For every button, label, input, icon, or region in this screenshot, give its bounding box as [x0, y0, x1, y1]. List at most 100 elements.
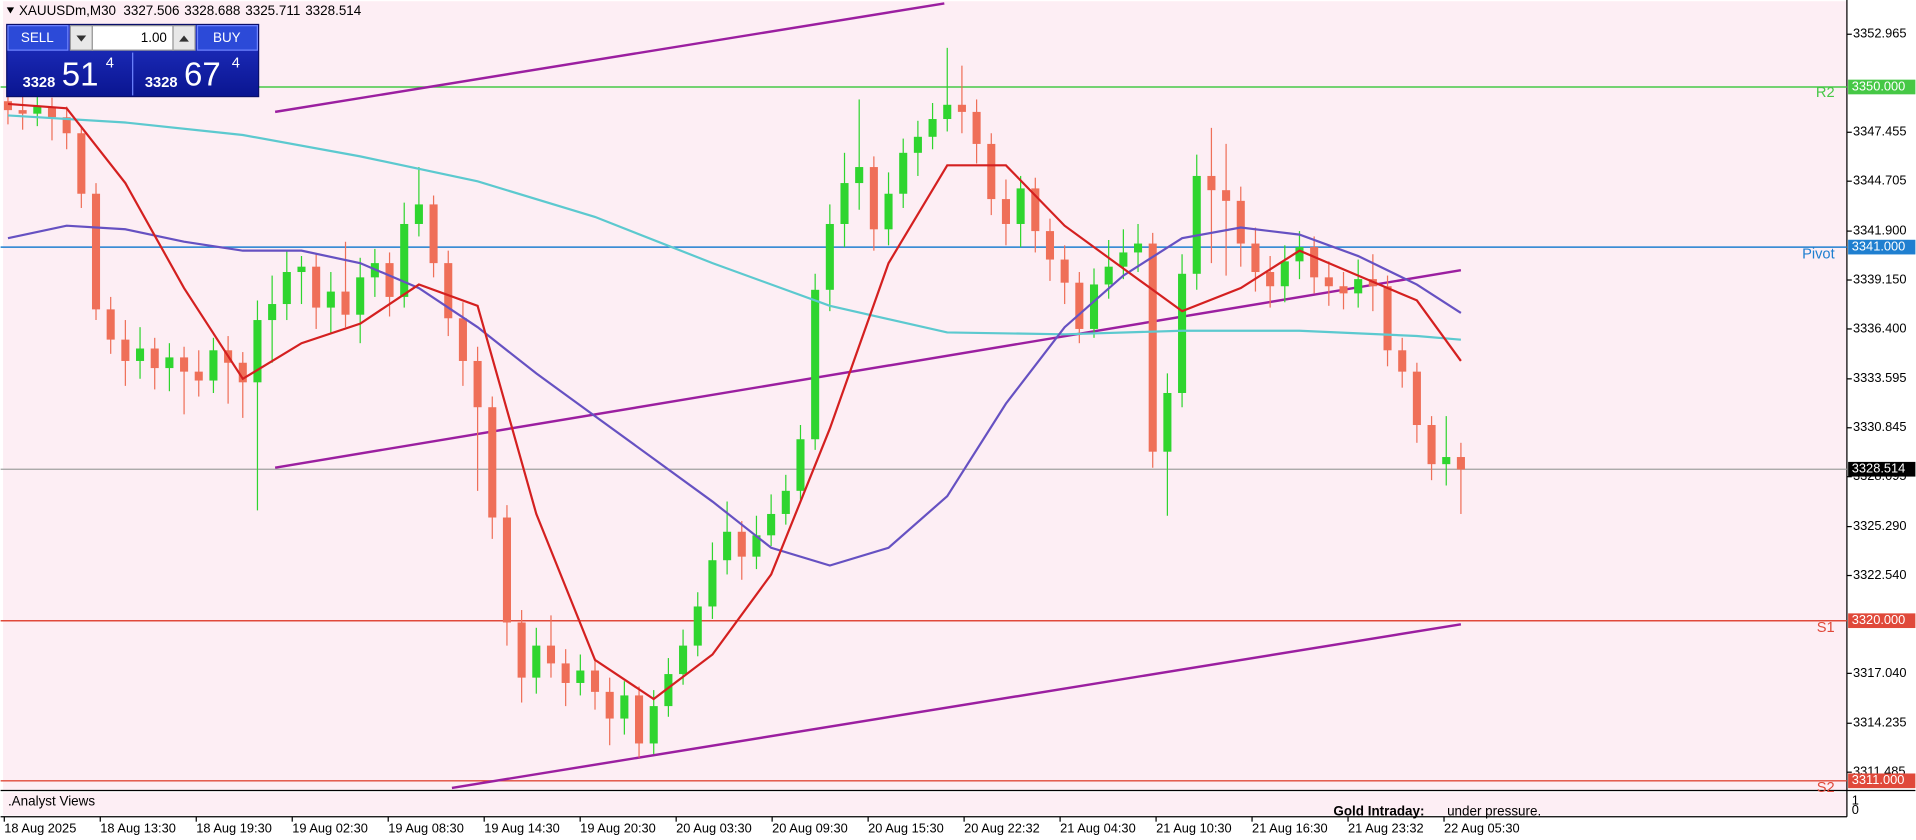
candle-body	[840, 183, 849, 224]
x-tick-label: 20 Aug 03:30	[676, 820, 752, 835]
level-box	[1848, 773, 1916, 789]
x-tick-label: 21 Aug 23:32	[1348, 820, 1424, 835]
candle-body	[635, 695, 644, 744]
candle-body	[1427, 425, 1436, 465]
x-tick-label: 19 Aug 02:30	[292, 820, 368, 835]
ma-line	[7, 114, 1461, 341]
candle-body	[664, 674, 673, 707]
candle-body	[1045, 231, 1055, 260]
candle-body	[649, 706, 658, 744]
candle-body	[1324, 277, 1333, 287]
candle-body	[1148, 243, 1157, 452]
candle-body	[679, 645, 688, 675]
level-box	[1848, 239, 1916, 255]
candle-body	[1442, 457, 1451, 465]
quote: 3328.688	[184, 3, 240, 18]
candle-body	[987, 143, 996, 200]
candle-body	[1383, 286, 1392, 351]
ma-line	[7, 224, 1462, 567]
candle-body	[972, 111, 981, 144]
candle-body	[767, 513, 776, 536]
x-tick-label: 22 Aug 05:30	[1444, 820, 1520, 835]
lot-input[interactable]	[91, 25, 174, 51]
sell-label[interactable]: SELL	[21, 30, 54, 45]
channel-line	[274, 269, 1462, 469]
channel-line	[274, 2, 945, 114]
candle-body	[928, 119, 937, 137]
candle-body	[1456, 457, 1465, 470]
x-tick-label: 21 Aug 10:30	[1156, 820, 1232, 835]
candle-body	[913, 136, 922, 153]
indicator-text: Gold Intraday:	[1333, 803, 1424, 818]
candle-body	[1104, 266, 1113, 285]
candle-body	[884, 193, 893, 230]
y-tick-label: 3344.705	[1853, 173, 1907, 188]
candle-body	[1163, 392, 1172, 452]
candle-body	[444, 263, 453, 319]
quote: 3327.506	[123, 3, 179, 18]
level-box	[1848, 613, 1916, 629]
candle-body	[458, 318, 467, 361]
candle-body	[1192, 175, 1201, 274]
plot: R2 Pivot S1 S2	[0, 2, 1847, 796]
bid-pips[interactable]: 51	[62, 56, 99, 93]
candle-body	[1266, 272, 1275, 287]
buy-label[interactable]: BUY	[213, 30, 241, 45]
candle-body	[855, 167, 864, 184]
candle-body	[91, 193, 101, 310]
candle-body	[282, 272, 291, 305]
sell-button[interactable]	[7, 25, 69, 51]
ask-pips[interactable]: 67	[184, 56, 221, 93]
x-tick-label: 19 Aug 20:30	[580, 820, 656, 835]
y-tick-label: 3325.290	[1853, 518, 1907, 533]
candle-body	[752, 535, 761, 557]
ma-line	[7, 102, 1462, 701]
candle-body	[561, 663, 570, 683]
plot-background	[3, 1, 1847, 790]
candle-body	[385, 263, 394, 297]
bid-point[interactable]: 4	[106, 55, 114, 71]
lot-up-arrow	[179, 35, 189, 42]
ask-big[interactable]: 3328	[145, 75, 178, 91]
candle-body	[1412, 371, 1421, 426]
header-icon	[6, 7, 15, 14]
candle-body	[869, 167, 878, 230]
symbol: XAUUSDm,M30	[19, 3, 116, 18]
indicator-title: .Analyst Views	[8, 794, 95, 809]
candle-body	[326, 291, 335, 308]
candle-body	[1207, 175, 1216, 191]
y-tick-label: 3322.540	[1853, 567, 1907, 582]
candle-body	[605, 691, 614, 719]
candle-body	[1001, 199, 1010, 224]
candle-body	[532, 645, 541, 678]
candle-body	[899, 152, 908, 194]
candle-body	[400, 223, 409, 297]
candle-body	[1295, 247, 1304, 262]
candle-body	[737, 531, 746, 557]
candle-body	[429, 204, 438, 264]
ask-point[interactable]: 4	[232, 55, 240, 71]
y-tick-label: 3341.900	[1853, 222, 1907, 237]
candle-body	[943, 104, 952, 120]
candle-body	[238, 362, 247, 383]
candle-body	[473, 360, 482, 408]
candle-body	[1134, 243, 1143, 253]
axes: 3352.965 3347.455 3344.705 3341.900 3339.150…	[3, 26, 1916, 835]
candle-body	[312, 266, 321, 308]
candle-body	[488, 407, 497, 518]
level-name: S2	[1817, 780, 1835, 796]
bid-big[interactable]: 3328	[23, 75, 56, 91]
lot-value[interactable]: 1.00	[141, 30, 167, 45]
buy-button[interactable]	[196, 25, 258, 51]
channel-line	[451, 623, 1462, 790]
y-tick-label: 3352.965	[1853, 26, 1907, 41]
candle-body	[47, 106, 57, 118]
last-price-label: 3328.514	[1852, 461, 1906, 476]
candle-body	[268, 304, 277, 321]
level-name: R2	[1816, 85, 1835, 101]
candle-body	[106, 309, 115, 340]
candle-body	[253, 320, 262, 383]
candle-body	[1222, 190, 1231, 201]
